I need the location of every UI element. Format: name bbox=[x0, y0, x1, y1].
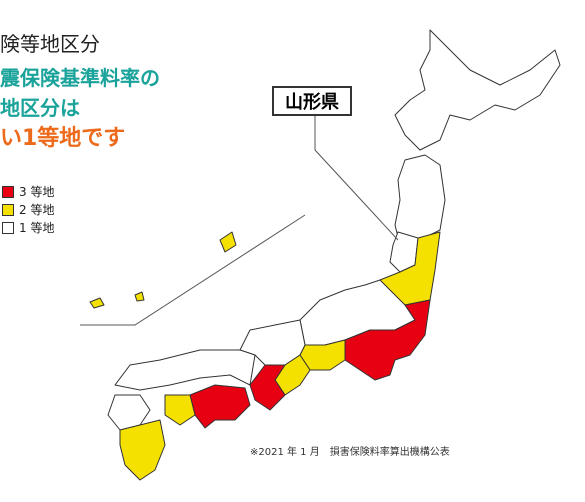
okinawa bbox=[220, 232, 236, 252]
tohoku bbox=[395, 155, 445, 245]
headline: い1等地です bbox=[0, 120, 125, 152]
callout-label: 山形県 bbox=[272, 86, 352, 116]
chugoku bbox=[115, 350, 255, 390]
legend-label: 3 等地 bbox=[19, 183, 54, 200]
okinawa-islands bbox=[90, 298, 104, 308]
kyushu-south bbox=[120, 420, 165, 480]
kochi-tokushima bbox=[190, 385, 250, 428]
headline: 震保険基準料率の bbox=[0, 62, 160, 91]
hokkaido bbox=[395, 30, 560, 150]
inset-border bbox=[80, 215, 305, 325]
footnote: ※2021 年 1 月 損害保険料率算出機構公表 bbox=[250, 443, 450, 458]
category: 険等地区分 bbox=[0, 28, 100, 57]
legend-label: 2 等地 bbox=[19, 201, 54, 218]
legend-item: 3 等地 bbox=[2, 183, 54, 200]
okinawa-islands bbox=[135, 292, 144, 301]
ehime bbox=[165, 395, 195, 425]
map-page: 険等地区分 震保険基準料率の 地区分は い1等地です 3 等地 2 等地 1 等… bbox=[0, 0, 585, 502]
callout-leader bbox=[315, 116, 398, 240]
legend-item: 1 等地 bbox=[2, 219, 54, 236]
wakayama bbox=[250, 365, 285, 410]
legend-item: 2 等地 bbox=[2, 201, 54, 218]
legend-label: 1 等地 bbox=[19, 219, 54, 236]
headline: 地区分は bbox=[0, 92, 80, 121]
